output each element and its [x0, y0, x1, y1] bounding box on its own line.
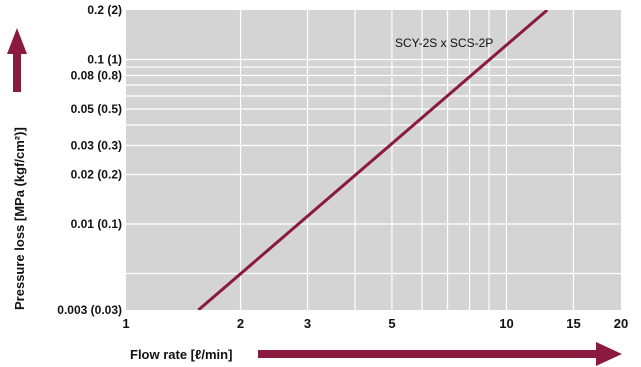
y-tick-label: 0.08 (0.8)	[71, 68, 122, 82]
x-tick-label: 3	[304, 316, 311, 331]
y-tick-label: 0.01 (0.1)	[71, 217, 122, 231]
x-axis-ticks: 1 2 3 5 10 15 20	[122, 316, 628, 331]
y-axis-title: Pressure loss [MPa (kgf/cm²)]	[12, 127, 27, 310]
y-tick-label: 0.2 (2)	[87, 3, 122, 17]
series-line	[197, 10, 549, 310]
x-tick-label: 20	[614, 316, 628, 331]
x-axis-arrow	[258, 342, 622, 366]
y-tick-label: 0.03 (0.3)	[71, 139, 122, 153]
x-tick-label: 15	[566, 316, 580, 331]
y-axis-arrow	[7, 28, 27, 92]
y-tick-label: 0.003 (0.03)	[57, 303, 122, 317]
y-tick-label: 0.05 (0.5)	[71, 102, 122, 116]
y-tick-label: 0.1 (1)	[87, 53, 122, 67]
series-label: SCY-2S x SCS-2P	[395, 36, 493, 50]
series-layer	[197, 10, 549, 310]
x-tick-label: 2	[237, 316, 244, 331]
x-tick-label: 10	[499, 316, 513, 331]
y-axis-ticks: 0.003 (0.03) 0.01 (0.1) 0.02 (0.2) 0.03 (0.…	[57, 3, 122, 317]
x-tick-label: 1	[122, 316, 129, 331]
x-axis-title: Flow rate [ℓ/min]	[130, 347, 232, 362]
y-tick-label: 0.02 (0.2)	[71, 167, 122, 181]
x-tick-label: 5	[388, 316, 395, 331]
